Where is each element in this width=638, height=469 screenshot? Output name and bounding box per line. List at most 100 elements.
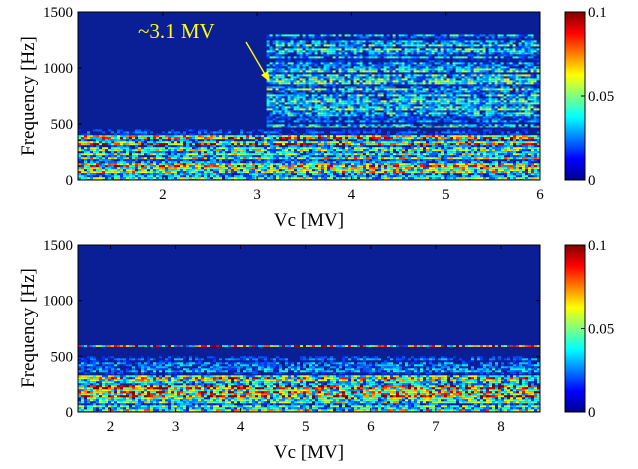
heatmap-cell-0-2 — [485, 38, 489, 41]
heatmap-cell-0-0 — [282, 171, 285, 174]
heatmap-cell-0-0 — [507, 147, 510, 150]
heatmap-cell-0-2 — [416, 52, 420, 55]
heatmap-cell-0-0 — [105, 141, 108, 144]
heatmap-cell-0-2 — [479, 80, 483, 83]
heatmap-cell-0-0 — [192, 145, 195, 148]
heatmap-cell-0-0 — [186, 167, 189, 170]
heatmap-cell-0-0 — [111, 169, 114, 172]
heatmap-cell-0-2 — [287, 40, 291, 43]
heatmap-cell-0-2 — [449, 64, 453, 67]
heatmap-cell-0-0 — [240, 177, 243, 180]
heatmap-cell-0-2 — [308, 84, 312, 87]
heatmap-cell-0-2 — [518, 34, 522, 37]
heatmap-cell-0-2 — [455, 74, 459, 77]
heatmap-cell-0-0 — [450, 169, 453, 172]
heatmap-cell-0-2 — [413, 42, 417, 45]
heatmap-cell-0-2 — [275, 48, 279, 51]
heatmap-cell-0-1 — [429, 133, 432, 136]
heatmap-cell-0-0 — [417, 149, 420, 152]
heatmap-cell-0-0 — [105, 167, 108, 170]
heatmap-cell-0-0 — [321, 143, 324, 146]
heatmap-cell-0-0 — [291, 149, 294, 152]
heatmap-cell-0-0 — [153, 177, 156, 180]
heatmap-cell-0-2 — [359, 86, 363, 89]
heatmap-cell-0-2 — [305, 54, 309, 57]
heatmap-cell-0-2 — [398, 36, 402, 39]
heatmap-cell-0-0 — [318, 169, 321, 172]
heatmap-cell-0-0 — [279, 147, 282, 150]
heatmap-cell-0-2 — [308, 68, 312, 71]
heatmap-cell-0-0 — [339, 147, 342, 150]
heatmap-cell-0-2 — [494, 44, 498, 47]
heatmap-cell-0-0 — [501, 169, 504, 172]
heatmap-cell-0-0 — [327, 173, 330, 176]
heatmap-cell-0-0 — [84, 161, 87, 164]
heatmap-cell-0-0 — [294, 155, 297, 158]
heatmap-cell-0-2 — [503, 46, 507, 49]
heatmap-cell-0-0 — [258, 161, 261, 164]
heatmap-cell-0-0 — [276, 151, 279, 154]
heatmap-cell-0-2 — [515, 50, 519, 53]
heatmap-cell-0-0 — [291, 145, 294, 148]
heatmap-cell-0-0 — [495, 177, 498, 180]
heatmap-cell-0-0 — [315, 165, 318, 168]
heatmap-cell-0-0 — [195, 167, 198, 170]
heatmap-cell-0-0 — [87, 171, 90, 174]
heatmap-cell-0-0 — [204, 169, 207, 172]
heatmap-cell-0-0 — [192, 143, 195, 146]
heatmap-cell-0-0 — [195, 171, 198, 174]
heatmap-cell-0-0 — [417, 145, 420, 148]
heatmap-cell-0-0 — [243, 145, 246, 148]
heatmap-cell-0-0 — [180, 145, 183, 148]
heatmap-cell-0-2 — [479, 64, 483, 67]
heatmap-cell-0-0 — [300, 143, 303, 146]
heatmap-cell-0-2 — [497, 68, 501, 71]
heatmap-cell-0-0 — [141, 137, 144, 140]
heatmap-cell-0-0 — [333, 171, 336, 174]
heatmap-cell-0-0 — [519, 139, 522, 142]
heatmap-cell-0-0 — [318, 151, 321, 154]
heatmap-cell-0-0 — [117, 153, 120, 156]
heatmap-cell-0-2 — [275, 44, 279, 47]
heatmap-cell-0-2 — [500, 50, 504, 53]
heatmap-cell-0-0 — [432, 141, 435, 144]
heatmap-cell-0-2 — [521, 56, 525, 59]
heatmap-cell-0-2 — [452, 66, 456, 69]
heatmap-cell-0-0 — [495, 171, 498, 174]
heatmap-cell-0-2 — [272, 82, 276, 85]
heatmap-cell-0-2 — [401, 68, 405, 71]
heatmap-cell-0-0 — [183, 153, 186, 156]
heatmap-cell-0-0 — [483, 163, 486, 166]
heatmap-cell-0-0 — [459, 155, 462, 158]
heatmap-cell-0-0 — [342, 167, 345, 170]
heatmap-cell-0-2 — [266, 40, 270, 43]
heatmap-cell-0-0 — [102, 149, 105, 152]
heatmap-cell-0-0 — [534, 151, 537, 154]
heatmap-cell-0-2 — [488, 60, 492, 63]
heatmap-cell-0-0 — [390, 145, 393, 148]
heatmap-cell-0-0 — [504, 153, 507, 156]
heatmap-cell-0-0 — [309, 141, 312, 144]
heatmap-cell-0-2 — [353, 82, 357, 85]
heatmap-cell-0-2 — [296, 80, 300, 83]
heatmap-cell-0-0 — [390, 153, 393, 156]
heatmap-cell-0-0 — [426, 137, 429, 140]
heatmap-cell-0-1 — [321, 131, 324, 134]
heatmap-cell-0-0 — [237, 169, 240, 172]
heatmap-cell-0-0 — [261, 175, 264, 178]
heatmap-cell-0-2 — [266, 86, 270, 89]
heatmap-cell-0-0 — [132, 141, 135, 144]
heatmap-cell-0-0 — [378, 137, 381, 140]
heatmap-cell-0-2 — [338, 68, 342, 71]
heatmap-cell-0-2 — [326, 66, 330, 69]
heatmap-cell-0-2 — [392, 82, 396, 85]
heatmap-cell-0-2 — [431, 52, 435, 55]
heatmap-cell-0-2 — [536, 82, 540, 85]
heatmap-cell-0-2 — [536, 78, 540, 81]
heatmap-cell-0-0 — [306, 169, 309, 172]
heatmap-cell-0-2 — [281, 68, 285, 71]
heatmap-cell-0-2 — [458, 38, 462, 41]
heatmap-cell-0-0 — [252, 147, 255, 150]
heatmap-cell-0-0 — [336, 167, 339, 170]
heatmap-cell-0-0 — [189, 171, 192, 174]
